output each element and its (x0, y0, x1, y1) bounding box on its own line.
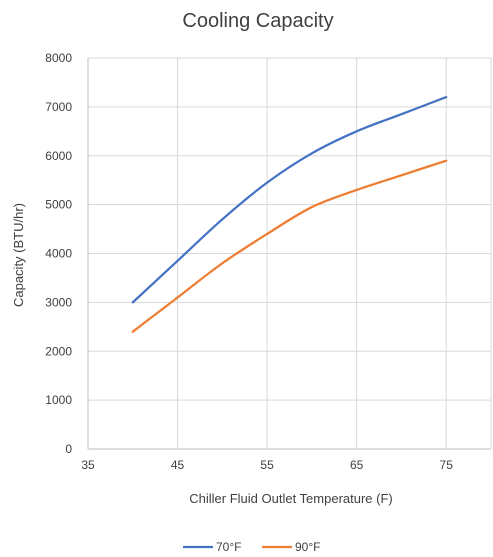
y-axis-title: Capacity (BTU/hr) (11, 203, 26, 307)
x-tick-label-2: 55 (260, 458, 274, 472)
y-tick-label-6: 6000 (45, 149, 72, 163)
x-tick-label-0: 35 (81, 458, 95, 472)
y-tick-label-1: 1000 (45, 393, 72, 407)
series-line-0 (131, 95, 448, 304)
chart-title: Cooling Capacity (182, 10, 333, 32)
legend-label-0: 70°F (216, 540, 241, 554)
y-tick-label-0: 0 (65, 442, 72, 456)
y-tick-label-8: 8000 (45, 51, 72, 65)
y-tick-label-5: 5000 (45, 198, 72, 212)
y-tick-label-7: 7000 (45, 100, 72, 114)
y-tick-label-4: 4000 (45, 247, 72, 261)
x-tick-label-1: 45 (171, 458, 185, 472)
series-line-1 (131, 159, 448, 333)
grid-layer (87, 57, 492, 450)
y-tick-label-2: 2000 (45, 344, 72, 358)
y-tick-label-3: 3000 (45, 295, 72, 309)
series-layer (131, 95, 448, 333)
x-tick-label-4: 75 (440, 458, 454, 472)
legend: 70°F 90°F (183, 540, 320, 554)
axis-layer: 0 1000 2000 3000 4000 5000 6000 7000 8000 35 45 55 6… (45, 51, 453, 472)
x-axis-title: Chiller Fluid Outlet Temperature (F) (189, 491, 393, 506)
legend-label-1: 90°F (295, 540, 320, 554)
x-tick-label-3: 65 (350, 458, 364, 472)
